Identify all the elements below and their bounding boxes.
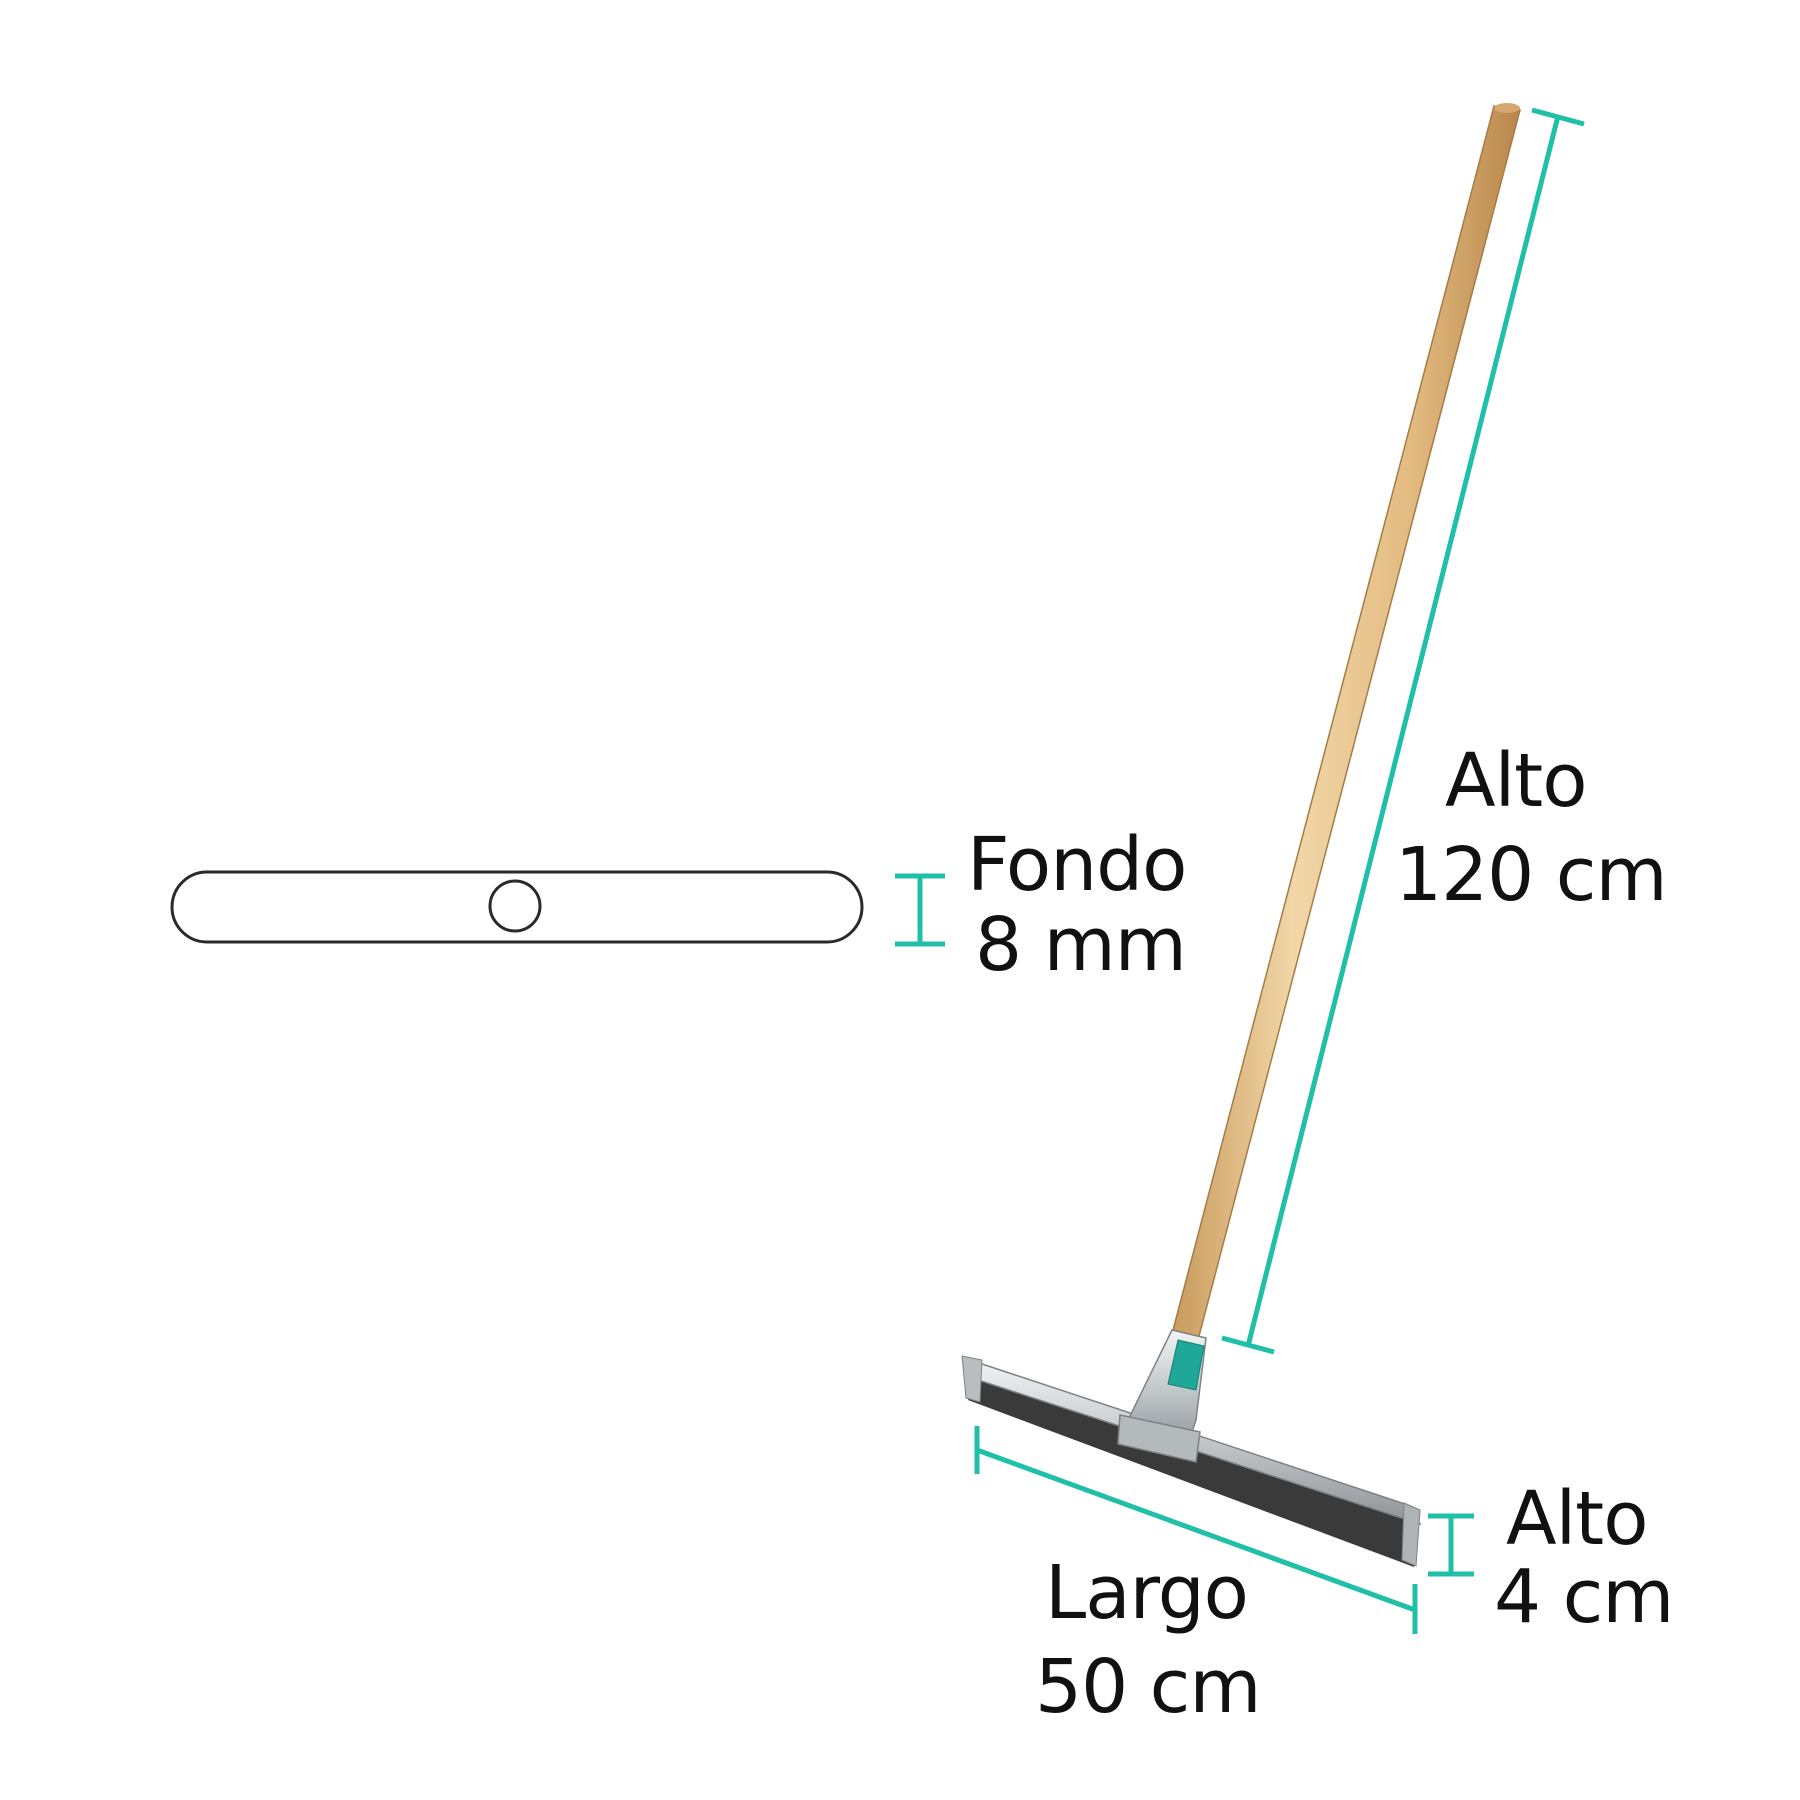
- brand-label: [1167, 1339, 1205, 1391]
- height-label: Alto: [1445, 738, 1586, 824]
- blade-height-value: 4 cm: [1494, 1554, 1673, 1640]
- height-value: 120 cm: [1395, 832, 1667, 918]
- blade-height-label: Alto: [1506, 1476, 1647, 1562]
- length-value: 50 cm: [1035, 1644, 1260, 1730]
- squeegee-illustration: [961, 103, 1521, 1567]
- blade-height-dimension-marker: [1428, 1513, 1474, 1577]
- frame-end-right: [1401, 1502, 1421, 1567]
- bracket-base: [1117, 1414, 1201, 1463]
- handle-socket-circle: [488, 879, 542, 933]
- depth-dimension-marker: [895, 873, 945, 947]
- wooden-handle: [1171, 105, 1521, 1341]
- blade-cross-section: [170, 870, 864, 944]
- handle-tip: [1494, 103, 1520, 113]
- depth-label: Fondo: [967, 822, 1186, 908]
- frame-end-left: [961, 1355, 983, 1403]
- height-dimension-marker: [1221, 107, 1585, 1355]
- length-label: Largo: [1045, 1550, 1248, 1636]
- depth-value: 8 mm: [975, 902, 1186, 988]
- length-dimension-marker: [974, 1426, 1418, 1634]
- rubber-blade: [968, 1378, 1418, 1567]
